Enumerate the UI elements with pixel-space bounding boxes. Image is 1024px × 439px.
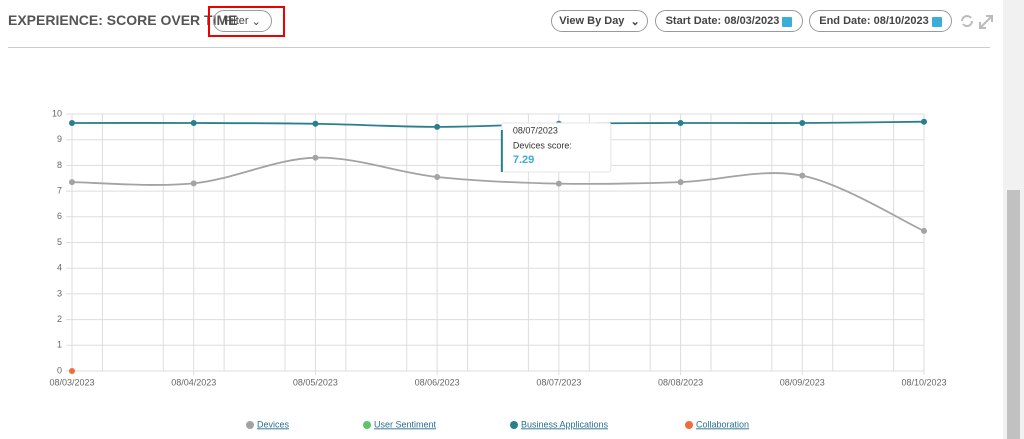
highlight-box [208, 6, 285, 37]
y-tick-label: 4 [57, 263, 62, 273]
x-tick-label: 08/07/2023 [536, 377, 581, 387]
data-point [555, 180, 562, 187]
view-button[interactable]: View By Day ⌄ [551, 10, 648, 32]
series-line [71, 156, 925, 232]
x-tick-label: 08/03/2023 [49, 377, 94, 387]
y-tick-label: 5 [57, 237, 62, 247]
x-tick-label: 08/09/2023 [780, 377, 825, 387]
calendar-icon [782, 16, 793, 27]
data-point [799, 172, 806, 179]
y-tick-label: 6 [57, 211, 62, 221]
scroll-thumb[interactable] [1007, 190, 1020, 439]
end-date-label: End Date: 08/10/2023 [819, 15, 929, 27]
y-tick-label: 2 [57, 314, 62, 324]
legend-marker [246, 421, 254, 429]
data-point [69, 179, 75, 186]
x-tick-label: 08/05/2023 [293, 377, 338, 387]
y-tick-label: 9 [57, 134, 62, 144]
x-tick-label: 08/04/2023 [171, 377, 216, 387]
y-tick-label: 7 [57, 185, 62, 195]
calendar-icon [931, 16, 942, 27]
y-tick-label: 0 [57, 365, 62, 375]
end-date-button[interactable]: End Date: 08/10/2023 [809, 10, 952, 32]
data-point [921, 118, 927, 125]
legend-marker [363, 421, 371, 429]
tooltip-label: Devices score: [513, 140, 572, 150]
legend-marker [510, 421, 518, 429]
tool-icons[interactable] [958, 12, 998, 30]
x-tick-label: 08/08/2023 [658, 377, 703, 387]
data-point [69, 119, 75, 126]
header-rule [8, 47, 990, 48]
legend-label[interactable]: Devices [257, 419, 290, 429]
view-label: View By Day [559, 15, 625, 27]
y-tick-label: 10 [52, 108, 62, 118]
data-point [190, 119, 197, 126]
y-tick-label: 1 [57, 340, 62, 350]
start-date-label: Start Date: 08/03/2023 [665, 15, 780, 27]
legend-label[interactable]: Business Applications [521, 419, 609, 429]
series-line [71, 120, 925, 128]
data-point [190, 180, 197, 187]
data-point [677, 179, 684, 186]
x-tick-label: 08/10/2023 [901, 377, 946, 387]
start-date-button[interactable]: Start Date: 08/03/2023 [655, 10, 803, 32]
y-tick-label: 8 [57, 160, 62, 170]
tooltip-date: 08/07/2023 [513, 125, 558, 135]
legend-label[interactable]: Collaboration [696, 419, 749, 429]
data-point [69, 368, 75, 374]
legend-label[interactable]: User Sentiment [374, 419, 437, 429]
data-point [677, 119, 684, 126]
filter-button[interactable]: Filter ⌄ [213, 10, 272, 32]
data-point [434, 123, 441, 130]
x-tick-label: 08/06/2023 [415, 377, 460, 387]
legend-marker [685, 421, 693, 429]
data-point [434, 173, 441, 180]
data-point [312, 154, 319, 161]
y-tick-label: 3 [57, 288, 62, 298]
data-point [921, 227, 927, 234]
page-title: EXPERIENCE: SCORE OVER TIME [8, 12, 238, 28]
tooltip-value: 7.29 [513, 154, 534, 166]
data-point [799, 119, 806, 126]
chart: 0 1 2 3 4 5 6 7 8 9 10 08/03/2023 08/04/2023 08/05/20… [49, 108, 946, 429]
data-point [312, 120, 319, 127]
filter-label: Filter [224, 15, 249, 27]
